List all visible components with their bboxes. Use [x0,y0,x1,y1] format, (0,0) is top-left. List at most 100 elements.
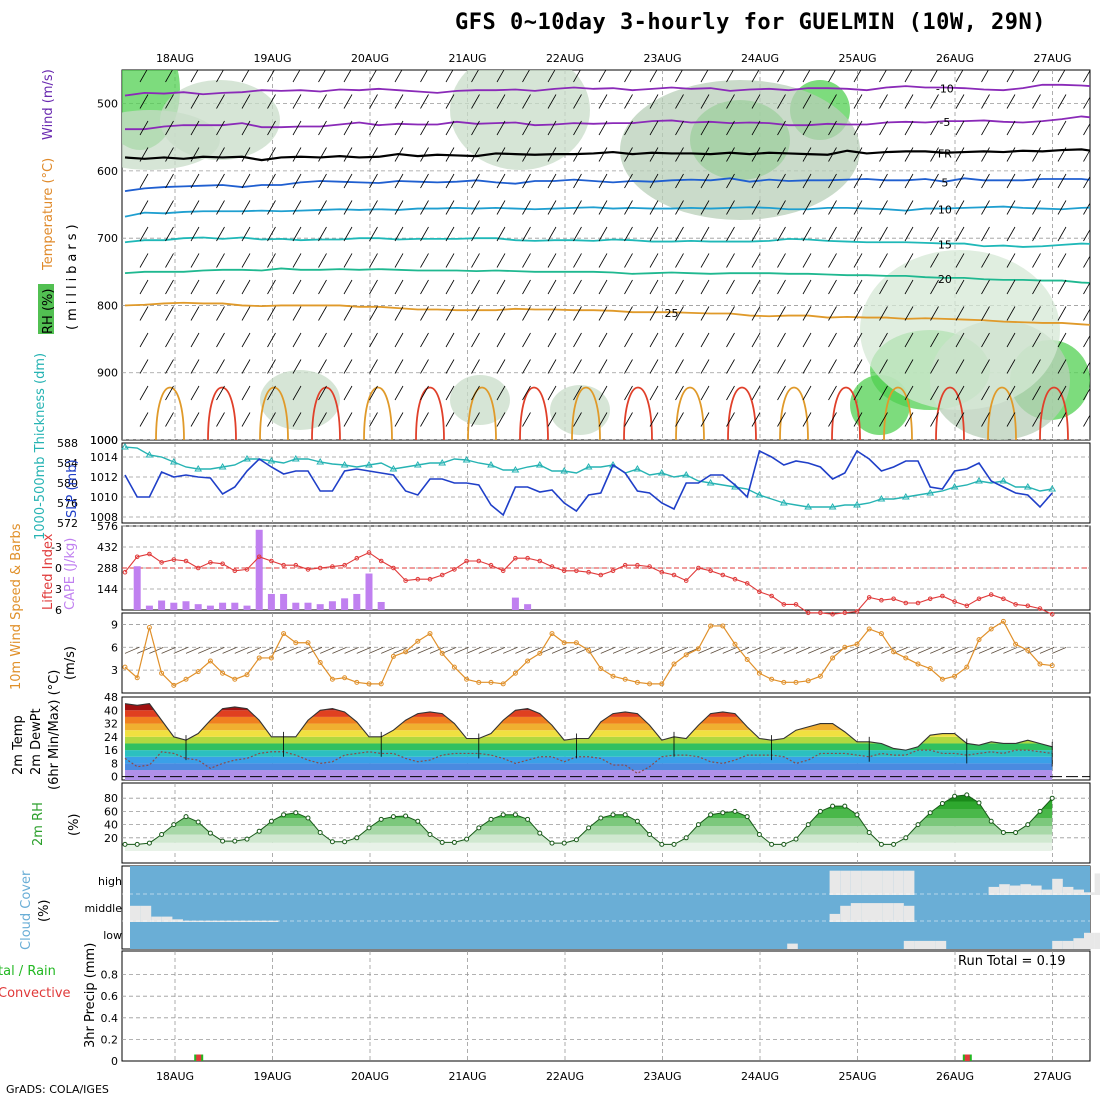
wind-barb [139,332,149,348]
wind10-barb [356,647,371,654]
li-point [342,562,347,568]
precip-label: 3hr Precip (mm) [83,943,98,1048]
thickness-point [413,461,422,468]
wind10-point [354,679,360,685]
warm-contour-5 [415,386,445,440]
wind-barb [369,200,378,215]
wind-barb [547,94,557,109]
wind-barb [598,70,607,83]
wind-barb [292,306,302,321]
wind-barb [445,147,455,162]
wind-barb [1083,387,1090,401]
li-point [696,565,701,571]
wind-barb [904,279,914,295]
wind-barb [955,173,965,189]
isotherm-25 [124,301,1090,326]
wind-barb [165,226,174,242]
cape-bar [145,605,153,610]
rh-shading-3 [450,70,590,170]
warm-contour-16 [987,386,1017,440]
wind-barb [471,332,480,348]
wind-barb [547,332,557,348]
wind-barb [216,200,225,215]
thickness-point [462,456,471,463]
wind-barb [930,412,939,427]
wind10-barb [771,647,786,654]
wind-barb [751,147,761,162]
wind-barb [777,385,786,401]
wind-barb [675,120,684,136]
wind-barb [267,173,276,189]
wind-barb [879,332,888,348]
cape-bar [316,604,324,610]
wind10-point [244,672,250,678]
wind-barb [777,306,786,321]
thickness-point [950,483,959,490]
wind-barb [343,147,353,162]
li-point [330,564,335,569]
wind-barb [853,253,863,268]
sounding-wind-label: Wind (m/s) [41,69,56,140]
wind-barb [216,385,225,401]
wind-barb [802,200,812,215]
wind-barb [777,226,786,242]
warm-contour-9 [623,386,653,440]
rh2m-point [634,818,640,824]
cloud-middle-bar [140,905,152,922]
wind-barb [624,279,633,295]
wind-barb [267,279,276,295]
thickness-point [633,465,642,472]
wind-barb [751,306,761,321]
wind-barb [675,200,684,215]
wind10-barb [917,647,933,654]
thickness-side-labels: 1000-500mb Thickness (dm) SLP (mb) [33,353,80,540]
wind10-point [878,631,884,637]
rh2m-point [561,840,567,846]
wind-barb [879,412,888,427]
wind-barb [802,173,812,189]
thickness-point [975,477,983,484]
wind-barb [700,385,710,401]
wind-barb [318,412,327,427]
cloud-high-bar [1052,878,1063,895]
wind-barb [471,173,480,189]
precip-conv-label: Convective [0,986,71,1001]
thickness-point [926,489,935,496]
wind-barb [1057,279,1067,295]
wind-barb [700,120,710,136]
wind-barb [649,306,659,321]
wind-barb [522,385,531,401]
cloud-middle-bar [161,916,173,922]
wind-barb [649,70,658,83]
cape-bar [280,593,288,610]
wind-barb [828,306,837,321]
wind10-barb [454,647,469,654]
cape-bar [255,529,263,610]
wind-barb [292,253,302,268]
thickness-point [438,459,447,466]
rh2m-point [622,812,628,818]
wind10-point [659,681,665,687]
wind-barb [139,147,149,162]
cape-bar [243,605,251,610]
wind-barb [981,412,990,427]
temp-minmax-label: (6hr Min/Max) (°C) [47,670,62,790]
wind-barb [981,279,990,295]
wind-barb [165,70,173,83]
wind-barb [955,120,965,136]
cloud-low-bar [1094,932,1100,949]
date-top-27AUG: 27AUG [1033,52,1071,65]
wind10-unit: (m/s) [63,646,78,680]
wind-barb [777,173,786,189]
wind10-barb [173,647,188,654]
isotherm-label--10: -10 [936,82,954,95]
cloud-middle-bar [903,905,915,922]
wind-barb [981,253,990,268]
wind10-barb [246,647,262,654]
wind10-point [634,679,640,685]
wind10-point [390,653,396,659]
wind10-point [805,678,811,684]
wind10-point [268,655,274,661]
cloud-middle-bar [850,903,862,922]
